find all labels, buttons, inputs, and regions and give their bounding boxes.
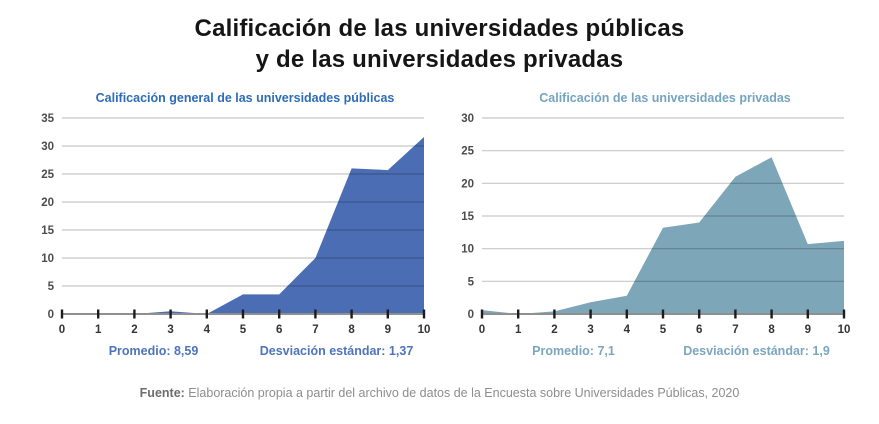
svg-text:0: 0	[59, 324, 65, 336]
page-title: Calificación de las universidades públic…	[0, 0, 879, 75]
page-title-line1: Calificación de las universidades públic…	[194, 15, 685, 42]
stat-desviacion-privadas: Desviación estándar: 1,9	[683, 344, 830, 358]
chart-title-publicas: Calificación general de las universidade…	[95, 91, 395, 105]
svg-text:7: 7	[732, 324, 738, 336]
source-note: Fuente: Elaboración propia a partir del …	[0, 386, 879, 400]
svg-text:9: 9	[805, 324, 811, 336]
svg-text:10: 10	[418, 324, 431, 336]
source-label: Fuente:	[139, 386, 185, 400]
svg-text:7: 7	[312, 324, 318, 336]
stats-row-privadas: Promedio: 7,1 Desviación estándar: 1,9	[482, 344, 848, 358]
svg-text:5: 5	[660, 324, 667, 336]
stat-promedio-publicas: Promedio: 8,59	[108, 344, 199, 358]
chart-title-privadas: Calificación de las universidades privad…	[539, 91, 791, 105]
stat-promedio-privadas: Promedio: 7,1	[532, 344, 615, 358]
svg-text:25: 25	[461, 146, 474, 158]
area-chart-publicas: 0 5 10 15 20 25 30 35 0 1 2 3 4 5 6 7 8 9 10	[41, 113, 431, 336]
svg-text:6: 6	[276, 324, 282, 336]
svg-text:2: 2	[551, 324, 557, 336]
svg-text:5: 5	[48, 281, 55, 293]
svg-text:10: 10	[41, 253, 54, 265]
svg-text:15: 15	[41, 225, 54, 237]
svg-text:4: 4	[624, 324, 631, 336]
svg-text:4: 4	[204, 324, 211, 336]
svg-text:20: 20	[461, 178, 474, 190]
page-title-line2: y de las universidades privadas	[255, 46, 624, 73]
svg-text:30: 30	[461, 113, 474, 125]
stat-desviacion-publicas: Desviación estándar: 1,37	[259, 344, 414, 358]
chart-panel-publicas: Calificación general de las universidade…	[28, 90, 434, 358]
svg-text:10: 10	[461, 244, 474, 256]
area-chart-privadas: 0 5 10 15 20 25 30 0 1 2 3 4 5 6 7 8 9 10	[461, 113, 851, 336]
chart-panel-privadas: Calificación de las universidades privad…	[448, 90, 854, 358]
svg-text:8: 8	[348, 324, 355, 336]
svg-text:3: 3	[587, 324, 593, 336]
svg-text:35: 35	[41, 113, 54, 125]
svg-text:0: 0	[48, 309, 54, 321]
svg-text:9: 9	[385, 324, 391, 336]
svg-text:1: 1	[95, 324, 102, 336]
svg-text:10: 10	[838, 324, 851, 336]
svg-text:30: 30	[41, 141, 54, 153]
svg-text:0: 0	[479, 324, 485, 336]
charts-row: Calificación general de las universidade…	[0, 90, 879, 358]
svg-text:5: 5	[240, 324, 247, 336]
svg-text:5: 5	[468, 276, 475, 288]
svg-text:2: 2	[131, 324, 137, 336]
svg-text:8: 8	[768, 324, 775, 336]
svg-text:1: 1	[515, 324, 522, 336]
svg-text:6: 6	[696, 324, 702, 336]
stats-row-publicas: Promedio: 8,59 Desviación estándar: 1,37	[62, 344, 428, 358]
svg-text:20: 20	[41, 197, 54, 209]
svg-text:3: 3	[167, 324, 173, 336]
svg-text:15: 15	[461, 211, 474, 223]
source-text: Elaboración propia a partir del archivo …	[188, 386, 740, 400]
svg-text:0: 0	[468, 309, 474, 321]
svg-text:25: 25	[41, 169, 54, 181]
